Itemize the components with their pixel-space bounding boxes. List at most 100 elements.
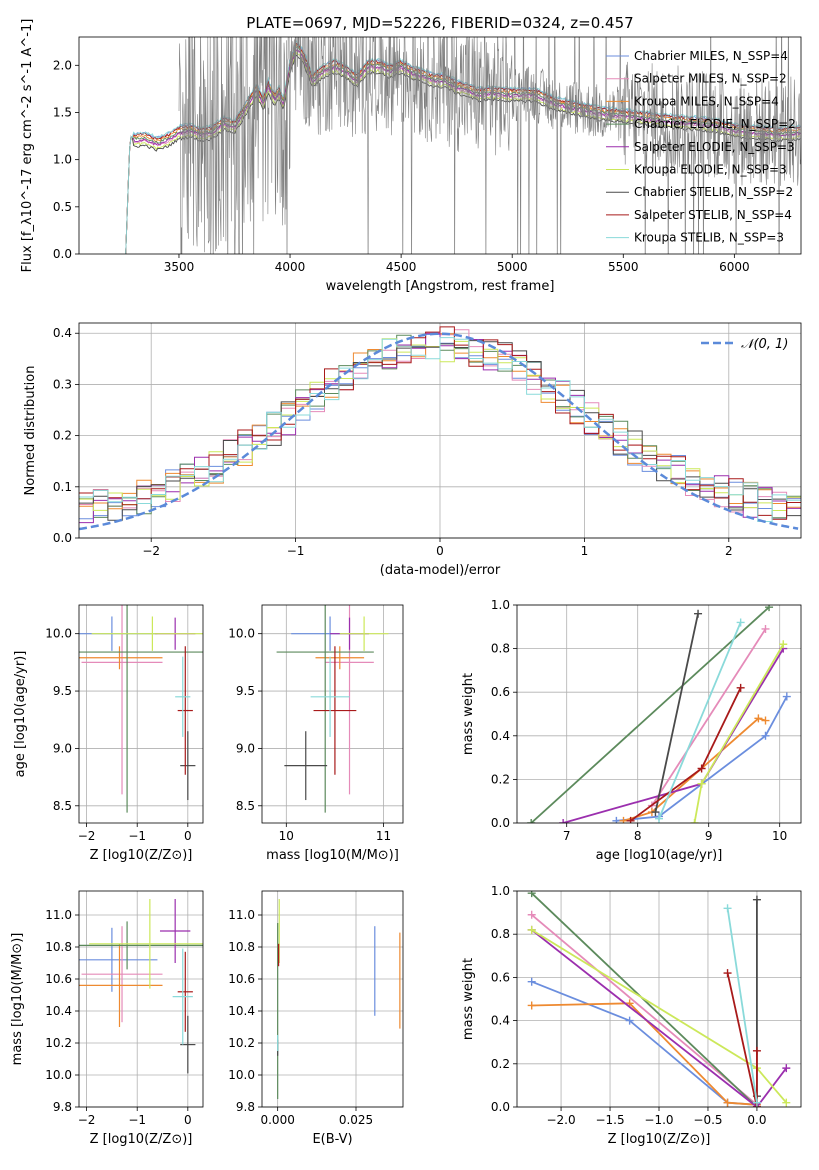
histogram-salpeter-stelib	[79, 326, 801, 520]
spectrum-panel: 3500 4000 4500 5000 5500 6000 0.0 0.5 1.0 1.5 2.0 w…	[20, 19, 802, 294]
weight-line	[531, 914, 758, 1106]
weight-series-chabrier-miles	[612, 692, 791, 823]
errorbar-salpeter-stelib	[177, 646, 193, 775]
x-tick-label: −1.0	[644, 1113, 673, 1127]
x-tick-label: 0.0	[747, 1113, 766, 1127]
y-tick-label: 0.5	[53, 200, 72, 214]
x-tick-label: 10	[279, 829, 294, 843]
x-tick-label: −2	[142, 544, 160, 558]
weight-marker	[736, 683, 745, 692]
plot-area	[125, 37, 801, 254]
weight-marker	[761, 624, 770, 633]
age-vs-mass-panel: 10 11 8.5 9.0 9.5 10.0 mass [log10(M/M⊙)]	[228, 604, 404, 863]
y-tick-label: 0.0	[491, 1100, 510, 1114]
x-tick-label: −2.0	[546, 1113, 575, 1127]
plot-area	[79, 326, 801, 531]
legend-label-salpeter-stelib: Salpeter STELIB, N_SSP=4	[634, 208, 792, 222]
x-tick-label: 7	[563, 829, 571, 843]
weight-marker	[651, 808, 660, 817]
weight-line	[530, 606, 770, 823]
weight-marker	[782, 692, 791, 701]
weight-marker	[612, 816, 621, 823]
y-tick-label: 10.4	[228, 1004, 255, 1018]
x-axis-label: wavelength [Angstrom, rest frame]	[326, 279, 555, 294]
weight-marker	[690, 819, 699, 823]
figure-title: PLATE=0697, MJD=52226, FIBERID=0324, z=0…	[246, 14, 633, 32]
legend: 𝒩(0, 1)	[701, 337, 788, 352]
grid	[262, 891, 403, 1108]
axes-frame	[261, 890, 404, 1108]
y-axis-label: Normed distribution	[23, 366, 38, 496]
errorbar-chabrier-stelib	[284, 731, 328, 801]
errorbar-salpeter-miles	[81, 605, 163, 795]
weight-marker	[723, 1098, 732, 1107]
legend-label-kroupa-stelib: Kroupa STELIB, N_SSP=3	[634, 231, 784, 245]
y-axis-label: Flux [f_λ10^-17 erg cm^-2 s^-1 A^-1]	[20, 19, 35, 273]
legend-label-chabrier-stelib: Chabrier STELIB, N_SSP=2	[634, 185, 793, 199]
weight-series-chabrier-elodie	[527, 891, 761, 1107]
weight-marker	[752, 1098, 761, 1107]
weight-marker	[752, 1046, 761, 1055]
y-tick-label: 0.1	[53, 480, 72, 494]
x-tick-label: 4000	[275, 260, 306, 274]
y-tick-label: 0.2	[491, 772, 510, 786]
x-tick-label: −1	[128, 829, 146, 843]
y-tick-label: 10.0	[45, 627, 72, 641]
axes-frame	[78, 322, 802, 539]
plot-area	[277, 899, 401, 1099]
errorbar-kroupa-elodie	[91, 616, 203, 651]
mass-vs-metallicity-panel: −2 −1 0 9.8 10.0 10.2 10.4 10.6 10.8 11.0 Z [log10…	[10, 890, 204, 1147]
x-axis-label: Z [log10(Z/Z⊙)]	[608, 1132, 711, 1147]
y-tick-label: 10.0	[228, 1068, 255, 1082]
x-tick-label: 5000	[497, 260, 528, 274]
errorbar-chabrier-elodie	[79, 605, 203, 813]
grid	[262, 605, 403, 823]
weight-series-chabrier-stelib	[651, 609, 703, 817]
x-tick-label: −1	[287, 544, 305, 558]
y-axis-label: mass weight	[461, 958, 476, 1040]
legend-label-salpeter-miles: Salpeter MILES, N_SSP=2	[634, 72, 787, 86]
y-tick-label: 10.0	[228, 627, 255, 641]
weight-line	[726, 972, 758, 1107]
x-tick-label: 6000	[719, 260, 750, 274]
weight-marker	[752, 895, 761, 904]
age-vs-metallicity-panel: −2 −1 0 8.5 9.0 9.5 10.0 Z [log10(Z/Z⊙)] age [lo…	[13, 604, 204, 863]
x-axis-label: mass [log10(M/M⊙)]	[266, 848, 399, 863]
y-axis-label: mass [log10(M/M⊙)]	[10, 933, 25, 1066]
axes-frame	[78, 890, 204, 1108]
y-tick-label: 10.2	[228, 1036, 255, 1050]
observed-spectrum	[178, 37, 801, 254]
errorbar-chabrier-stelib	[180, 731, 196, 801]
weight-marker	[619, 816, 628, 823]
axes-frame	[78, 604, 204, 824]
y-tick-label: 0.8	[491, 927, 510, 941]
weight-line	[651, 628, 767, 807]
plot-area	[276, 605, 389, 813]
weight-marker	[527, 1001, 536, 1010]
weight-marker	[754, 714, 763, 723]
y-tick-label: 10.6	[228, 972, 255, 986]
errorbar-salpeter-stelib	[177, 951, 193, 1032]
mass-vs-extinction-panel: 0.000 0.025 9.8 10.0 10.2 10.4 10.6 10.8 11.0 E(B…	[228, 890, 404, 1147]
errorbar-kroupa-miles	[79, 943, 163, 1027]
weight-marker	[655, 814, 663, 823]
weight-marker	[761, 731, 770, 740]
weight-marker	[559, 819, 568, 823]
weight-marker	[736, 618, 745, 627]
y-tick-label: 9.0	[53, 741, 72, 755]
y-tick-label: 0.0	[53, 247, 72, 261]
y-tick-label: 8.5	[53, 799, 72, 813]
y-tick-label: 11.0	[228, 908, 255, 922]
weight-series-kroupa-elodie	[690, 640, 788, 823]
x-axis-label: E(B-V)	[312, 1132, 352, 1147]
x-tick-label: −1	[128, 1113, 146, 1127]
weight-line	[531, 929, 788, 1107]
x-tick-label: 0	[184, 829, 192, 843]
x-axis-label: (data-model)/error	[380, 563, 501, 578]
weight-marker	[697, 779, 706, 788]
axes-frame	[261, 604, 404, 824]
weight-marker	[527, 910, 536, 919]
weight-line	[658, 622, 742, 819]
legend-label-chabrier-miles: Chabrier MILES, N_SSP=4	[634, 49, 788, 63]
weight-marker	[765, 605, 774, 612]
